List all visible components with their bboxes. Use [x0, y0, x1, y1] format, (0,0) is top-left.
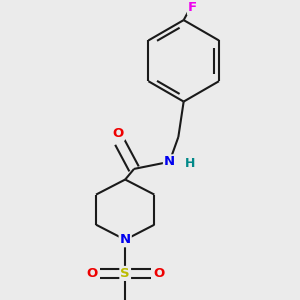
Text: O: O	[153, 267, 164, 280]
Text: O: O	[86, 267, 98, 280]
Text: N: N	[164, 155, 175, 168]
Text: S: S	[120, 267, 130, 280]
Text: F: F	[188, 1, 197, 14]
Text: N: N	[120, 233, 131, 246]
Text: H: H	[185, 157, 195, 170]
Text: O: O	[112, 127, 124, 140]
